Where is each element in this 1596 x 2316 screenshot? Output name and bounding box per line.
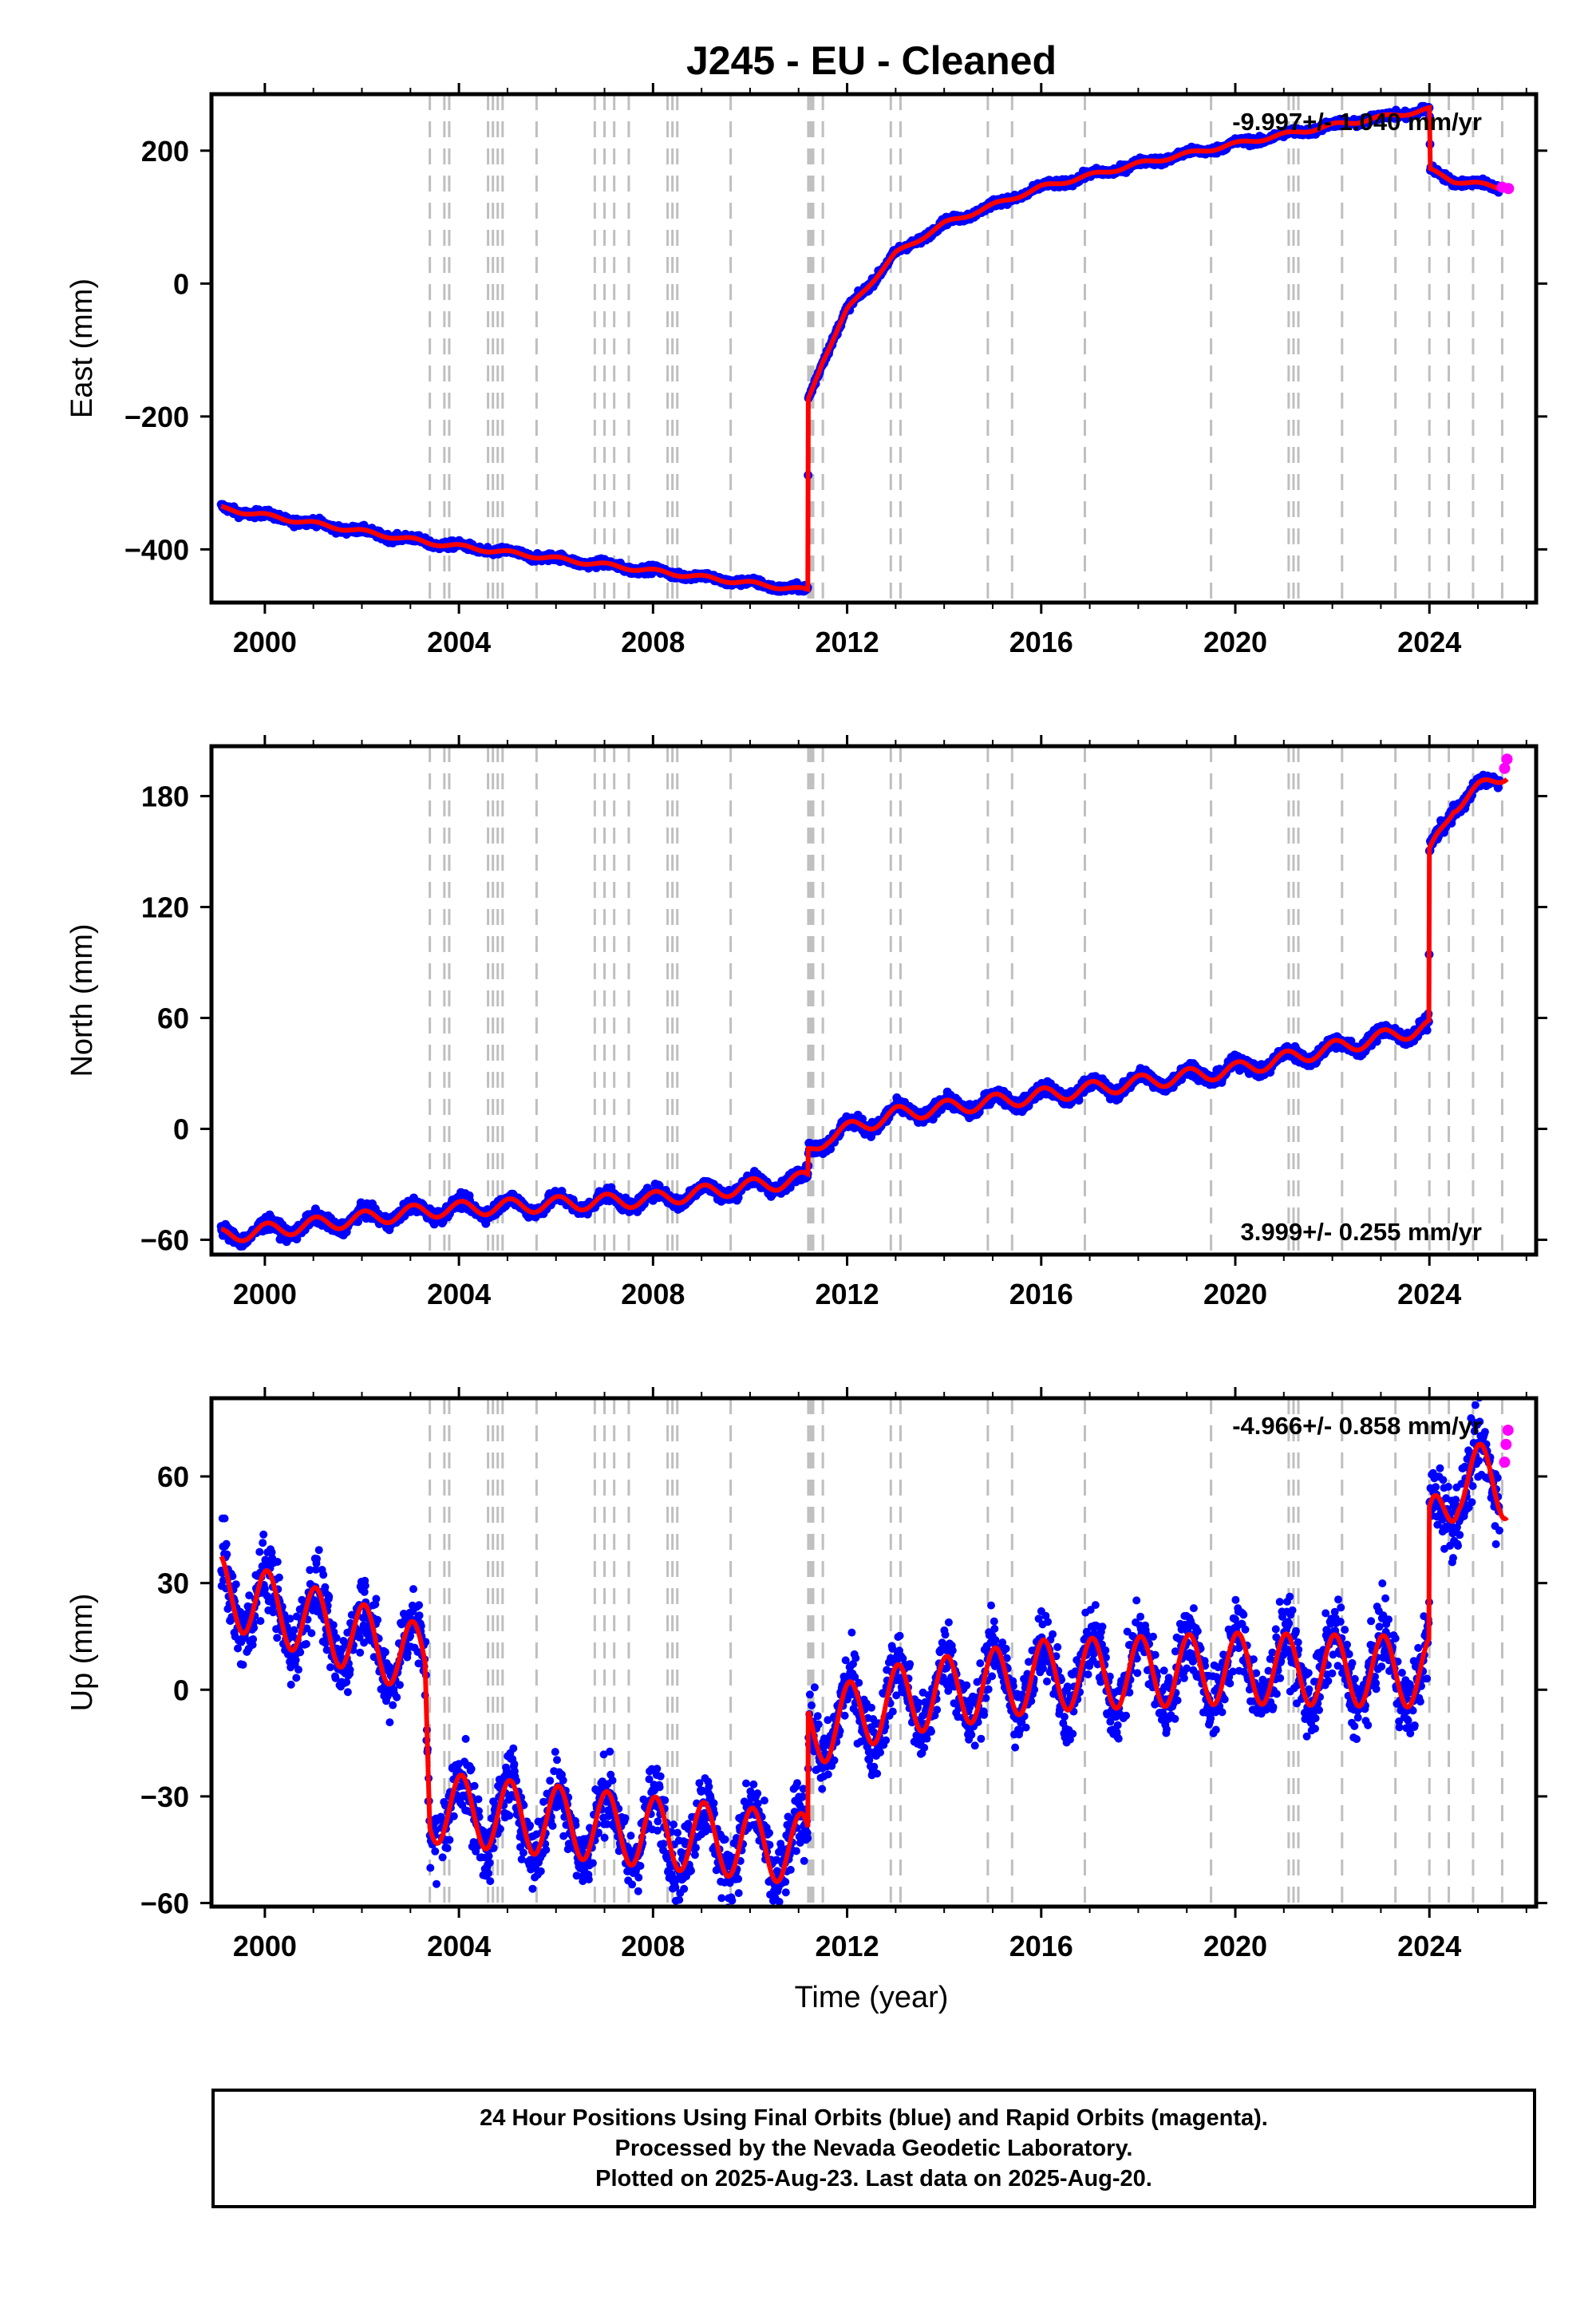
y-axis-label: East (mm) <box>65 279 99 418</box>
panel-east: 2000 2004 2008 2012 2016 2020 2024 −400 −200 0 200… <box>65 83 1547 658</box>
x-tick-label: 2008 <box>621 626 685 658</box>
x-tick-label: 2012 <box>816 626 879 658</box>
x-tick-label: 2004 <box>427 626 491 658</box>
event-lines <box>429 94 1503 603</box>
rate-annotation: -9.997+/- 1.040 mm/yr <box>1232 108 1482 136</box>
x-tick-label: 2000 <box>233 626 297 658</box>
chart-title: J245 - EU - Cleaned <box>686 38 1057 83</box>
y-tick-label: −200 <box>124 401 189 433</box>
rapid-point <box>1503 183 1515 195</box>
model-line <box>220 105 1507 593</box>
x-tick-label: 2016 <box>1009 626 1073 658</box>
x-tick-label: 2020 <box>1203 626 1267 658</box>
y-tick-label: −400 <box>124 533 189 566</box>
panel-north: 2000 2004 2008 2012 2016 2020 2024−60060120180… <box>65 735 1547 1310</box>
event-lines <box>429 746 1503 1255</box>
final-orbit-points <box>216 770 1504 1251</box>
x-tick-label: 2024 <box>1397 626 1461 658</box>
y-tick-label: 0 <box>173 267 189 300</box>
final-orbit-points <box>216 101 1504 596</box>
panel-frame <box>209 92 1539 605</box>
y-tick-label: 200 <box>141 135 189 168</box>
panels: 2000 2004 2008 2012 2016 2020 2024 −400 −200 0 200… <box>65 83 1547 1962</box>
